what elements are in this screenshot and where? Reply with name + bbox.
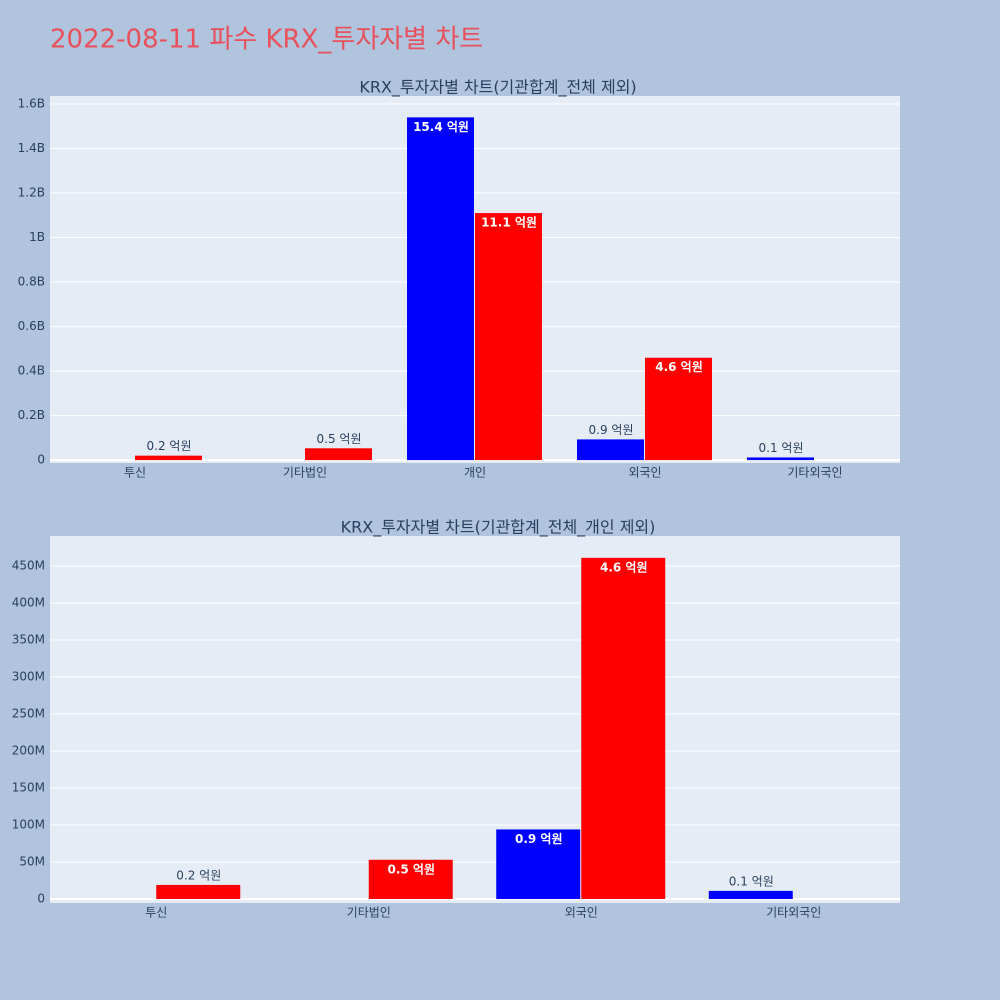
x-tick-label: 외국인 [628, 466, 661, 480]
x-tick-label: 투신 [124, 466, 146, 480]
y-tick-label: 0.8B [18, 275, 45, 289]
y-tick-label: 250M [12, 706, 45, 720]
y-tick-label: 400M [12, 595, 45, 609]
value-label: 11.1 억원 [481, 216, 537, 230]
x-tick-label: 투신 [145, 906, 167, 920]
bar [577, 439, 644, 461]
bar [305, 448, 372, 461]
x-tick-label: 기타법인 [283, 466, 327, 480]
value-label: 0.9 억원 [589, 423, 634, 437]
value-label: 0.5 억원 [387, 862, 435, 876]
value-label: 0.5 억원 [317, 432, 362, 446]
value-label: 15.4 억원 [413, 120, 469, 134]
chart-title: KRX_투자자별 차트(기관합계_전체_개인 제외) [341, 518, 656, 538]
bar [496, 829, 581, 900]
y-tick-label: 350M [12, 632, 45, 646]
y-tick-label: 0.6B [18, 319, 45, 333]
bar [156, 884, 241, 900]
value-label: 0.2 억원 [147, 439, 192, 453]
y-tick-label: 50M [19, 855, 45, 869]
bar [368, 859, 453, 900]
y-tick-label: 100M [12, 817, 45, 831]
plot-area [50, 536, 900, 903]
value-label: 4.6 억원 [600, 560, 648, 574]
y-tick-label: 450M [12, 558, 45, 572]
value-label: 4.6 억원 [655, 360, 703, 374]
value-label: 0.9 억원 [515, 832, 563, 846]
bar [135, 455, 202, 461]
bar [581, 557, 666, 900]
y-tick-label: 150M [12, 780, 45, 794]
y-tick-label: 0.2B [18, 408, 45, 422]
y-tick-label: 300M [12, 669, 45, 683]
chart-title: KRX_투자자별 차트(기관합계_전체 제외) [359, 78, 636, 98]
y-tick-label: 1.2B [18, 186, 45, 200]
bar [747, 457, 814, 461]
y-tick-label: 0 [37, 892, 45, 906]
y-tick-label: 1.6B [18, 97, 45, 111]
bar [407, 117, 474, 461]
x-tick-label: 개인 [464, 466, 486, 480]
bar [708, 890, 793, 900]
value-label: 0.1 억원 [759, 441, 804, 455]
x-tick-label: 기타법인 [347, 906, 391, 920]
value-label: 0.1 억원 [729, 874, 774, 888]
bar [475, 213, 542, 461]
y-tick-label: 1.4B [18, 141, 45, 155]
x-tick-label: 외국인 [565, 906, 598, 920]
y-tick-label: 0.4B [18, 364, 45, 378]
y-tick-label: 0 [37, 453, 45, 467]
value-label: 0.2 억원 [176, 868, 221, 882]
bar [645, 357, 712, 461]
page-title: 2022-08-11 파수 KRX_투자자별 차트 [50, 25, 483, 55]
y-tick-label: 200M [12, 743, 45, 757]
x-tick-label: 기타외국인 [787, 466, 842, 480]
x-tick-label: 기타외국인 [766, 906, 821, 920]
y-tick-label: 1B [29, 230, 45, 244]
